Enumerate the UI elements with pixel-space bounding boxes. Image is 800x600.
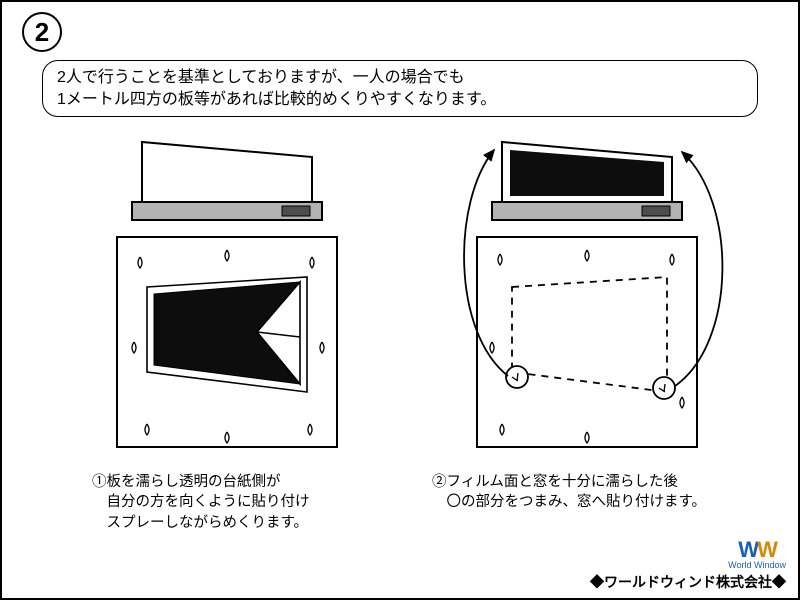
panel-left-svg [62, 132, 392, 462]
tip-line-2: 1メートル四方の板等があれば比較的めくりやすくなります。 [57, 89, 743, 111]
logo-mark: WW [728, 539, 786, 561]
caption-right: ②フィルム面と窓を十分に濡らした後 〇の部分をつまみ、窓へ貼り付けます。 [432, 472, 706, 513]
tip-callout: 2人で行うことを基準としておりますが、一人の場合でも 1メートル四方の板等があれ… [42, 60, 758, 117]
logo-subtext: World Window [728, 561, 786, 570]
footer-company: ◆ワールドウィンド株式会社◆ [590, 572, 786, 592]
brand-logo: WW World Window [728, 539, 786, 570]
step-number-badge: 2 [22, 12, 62, 52]
tip-line-1: 2人で行うことを基準としておりますが、一人の場合でも [57, 67, 743, 89]
panel-right [432, 132, 762, 477]
panel-left [62, 132, 392, 467]
step-number-text: 2 [35, 17, 49, 48]
panel-right-svg [432, 132, 772, 472]
caption-left: ①板を濡らし透明の台紙側が 自分の方を向くように貼り付け スプレーしながらめくり… [92, 472, 310, 533]
